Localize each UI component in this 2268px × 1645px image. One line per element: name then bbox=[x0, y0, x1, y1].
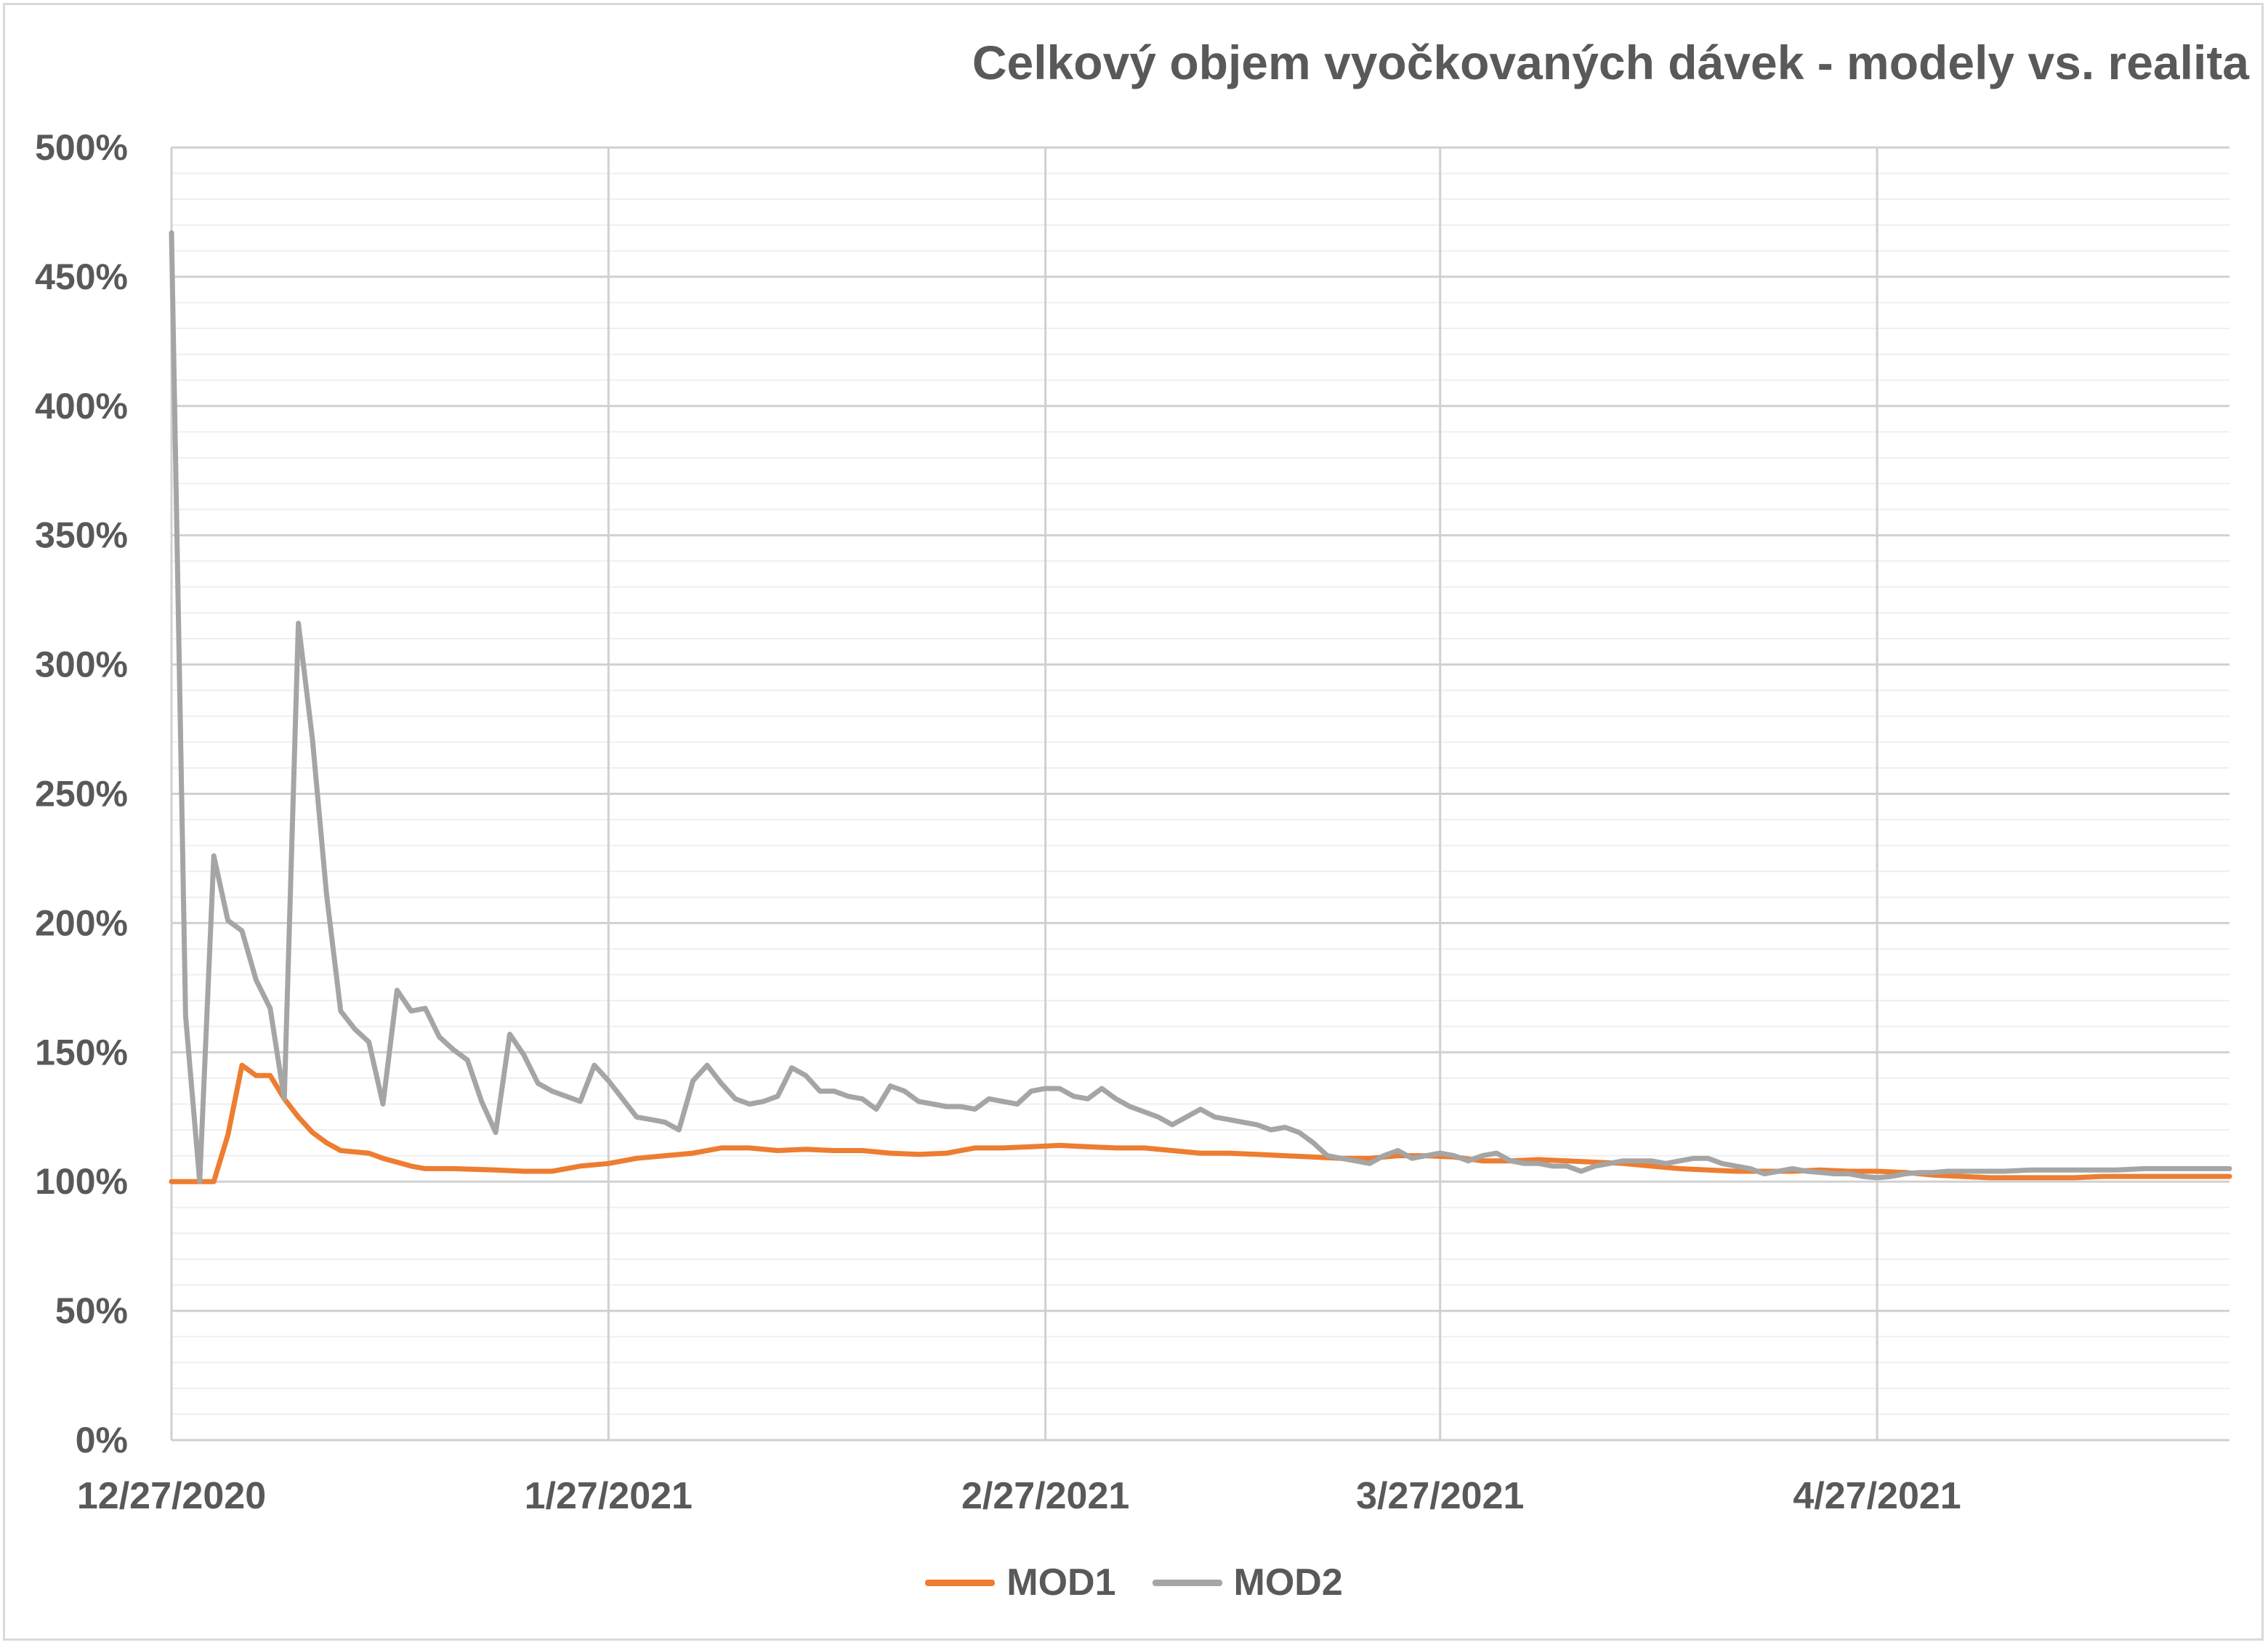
x-axis-ticks: 12/27/2020 1/27/2021 2/27/2021 3/27/2021 4/2… bbox=[77, 1475, 1961, 1517]
x-tick-label: 1/27/2021 bbox=[525, 1475, 693, 1517]
y-tick-label: 100% bbox=[35, 1161, 128, 1202]
x-tick-label: 4/27/2021 bbox=[1793, 1475, 1961, 1517]
series-line-mod2 bbox=[169, 230, 2232, 1184]
legend-label-mod1: MOD1 bbox=[1006, 1561, 1116, 1604]
legend-item-mod2: MOD2 bbox=[1152, 1561, 1343, 1604]
legend-swatch-mod2 bbox=[1152, 1579, 1222, 1586]
x-tick-label: 3/27/2021 bbox=[1356, 1475, 1524, 1517]
major-gridlines bbox=[170, 146, 2229, 1442]
legend-label-mod2: MOD2 bbox=[1233, 1561, 1343, 1604]
y-tick-label: 50% bbox=[55, 1290, 128, 1331]
x-tick-label: 2/27/2021 bbox=[961, 1475, 1129, 1517]
minor-gridlines bbox=[171, 172, 2229, 1415]
y-tick-label: 500% bbox=[35, 127, 128, 168]
legend-swatch-mod1 bbox=[925, 1579, 996, 1586]
y-tick-label: 400% bbox=[35, 386, 128, 427]
y-axis-ticks: 0% 50% 100% 150% 200% 250% 300% 350% 400% 450% 500… bbox=[35, 127, 128, 1460]
chart-title: Celkový objem vyočkovaných dávek - model… bbox=[972, 36, 2249, 89]
legend-item-mod1: MOD1 bbox=[925, 1561, 1116, 1604]
y-tick-label: 300% bbox=[35, 644, 128, 685]
chart-frame bbox=[3, 3, 2264, 1641]
series-lines bbox=[169, 230, 2232, 1184]
y-tick-label: 350% bbox=[35, 515, 128, 556]
y-tick-label: 450% bbox=[35, 256, 128, 297]
y-tick-label: 200% bbox=[35, 902, 128, 943]
legend: MOD1 MOD2 bbox=[0, 1561, 2268, 1604]
y-tick-label: 150% bbox=[35, 1032, 128, 1072]
y-tick-label: 250% bbox=[35, 774, 128, 815]
x-tick-label: 12/27/2020 bbox=[77, 1475, 266, 1517]
series-line-mod1 bbox=[169, 1062, 2232, 1184]
y-tick-label: 0% bbox=[76, 1420, 128, 1460]
